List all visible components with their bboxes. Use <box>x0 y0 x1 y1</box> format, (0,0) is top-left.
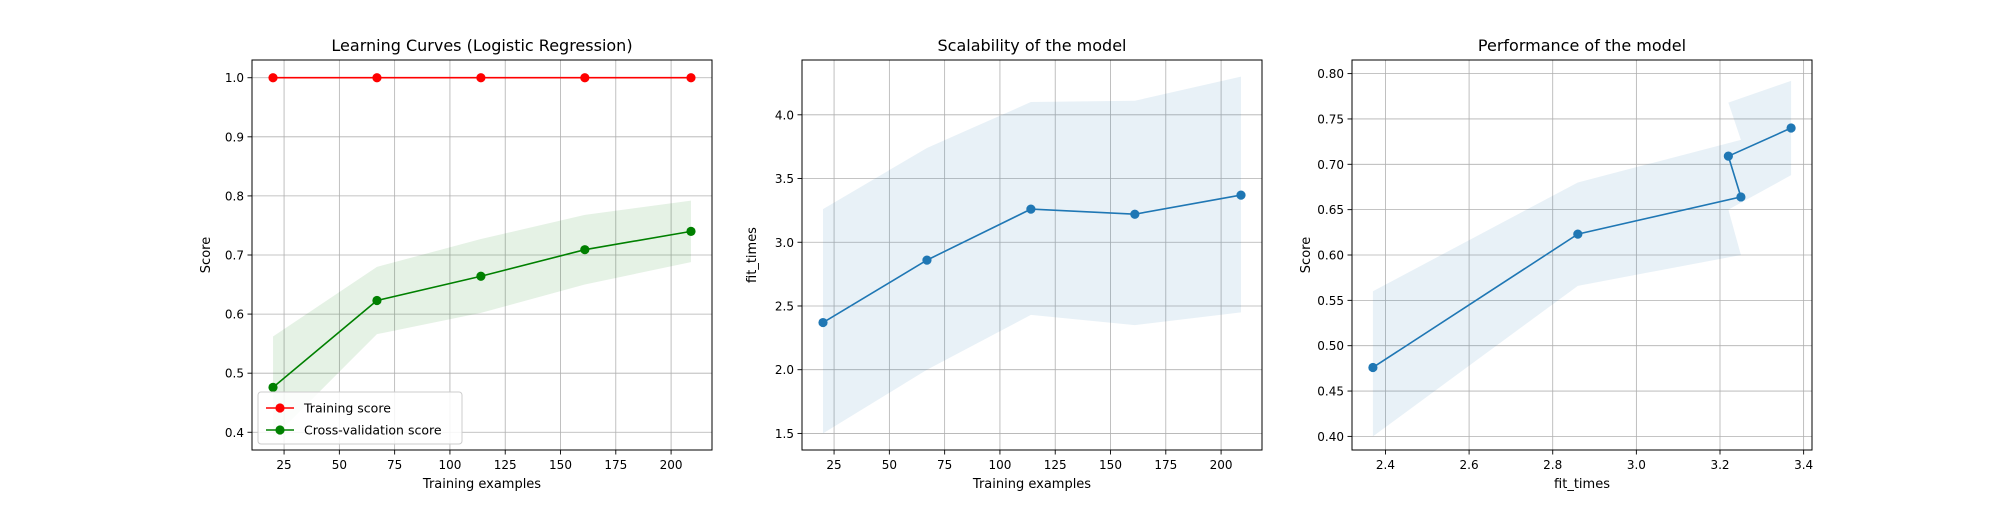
y-tick-label: 0.8 <box>225 189 244 203</box>
x-tick-label: 3.2 <box>1710 458 1729 472</box>
data-point <box>476 271 486 281</box>
data-point <box>818 317 828 328</box>
x-axis-label: Training examples <box>972 477 1091 492</box>
data-point <box>476 73 486 83</box>
confidence-band-1 <box>823 76 1241 434</box>
legend-marker <box>275 425 285 435</box>
x-tick-label: 2.4 <box>1376 458 1395 472</box>
x-tick-label: 75 <box>387 458 402 472</box>
x-tick-label: 50 <box>332 458 347 472</box>
y-tick-label: 0.6 <box>225 308 244 322</box>
y-tick-label: 0.45 <box>1317 385 1344 399</box>
data-point <box>1736 192 1746 202</box>
y-tick-label: 3.0 <box>775 236 794 250</box>
x-tick-label: 200 <box>1210 458 1233 472</box>
data-point <box>1368 362 1378 373</box>
x-tick-label: 50 <box>882 458 897 472</box>
y-tick-label: 0.50 <box>1317 339 1344 353</box>
data-point <box>580 73 590 83</box>
data-point <box>580 245 590 255</box>
x-tick-label: 75 <box>937 458 952 472</box>
y-axis-label: Score <box>199 237 214 273</box>
y-axis-label: fit_times <box>745 227 760 283</box>
chart-panel-3: 2.4 2.6 2.8 3.0 3.2 3.4 0.40 0.45 0.50 0.55 0.60 0.… <box>1299 36 1813 492</box>
confidence-band-2 <box>273 200 691 439</box>
y-axis-label: Score <box>1299 237 1314 273</box>
x-tick-label: 150 <box>1099 458 1122 472</box>
y-tick-label: 0.5 <box>225 367 244 381</box>
data-point <box>268 382 278 392</box>
x-tick-label: 2.6 <box>1460 458 1479 472</box>
data-point <box>1786 123 1796 133</box>
data-point <box>1723 151 1733 161</box>
y-tick-label: 0.65 <box>1317 203 1344 217</box>
y-tick-label: 1.0 <box>225 71 244 85</box>
y-tick-label: 0.40 <box>1317 430 1344 444</box>
y-tick-label: 0.60 <box>1317 249 1344 263</box>
x-tick-label: 125 <box>494 458 517 472</box>
legend-box <box>257 391 463 445</box>
x-tick-label: 175 <box>1154 458 1177 472</box>
data-point <box>1236 190 1246 200</box>
data-point <box>268 73 278 83</box>
x-tick-label: 100 <box>988 458 1011 472</box>
data-point <box>686 73 696 83</box>
x-tick-label: 2.8 <box>1543 458 1562 472</box>
chart-title: Learning Curves (Logistic Regression) <box>331 36 632 55</box>
data-point <box>372 295 382 306</box>
y-tick-label: 2.0 <box>775 363 794 377</box>
y-tick-label: 0.9 <box>225 130 244 144</box>
y-tick-label: 0.70 <box>1317 158 1344 172</box>
x-tick-label: 100 <box>438 458 461 472</box>
chart-title: Scalability of the model <box>938 36 1127 55</box>
x-axis-label: Training examples <box>422 477 541 492</box>
data-point <box>922 255 932 265</box>
x-tick-label: 3.0 <box>1627 458 1646 472</box>
y-tick-label: 2.5 <box>775 299 794 313</box>
x-tick-label: 125 <box>1044 458 1067 472</box>
y-tick-label: 0.4 <box>225 426 244 440</box>
legend-marker <box>275 403 285 413</box>
data-point <box>372 73 382 83</box>
axes-frame <box>801 59 1263 451</box>
data-point <box>1026 204 1036 214</box>
y-tick-label: 0.80 <box>1317 67 1344 81</box>
y-tick-label: 1.5 <box>775 427 794 441</box>
y-tick-label: 0.75 <box>1317 112 1344 126</box>
y-tick-label: 0.7 <box>225 249 244 263</box>
x-tick-label: 25 <box>826 458 841 472</box>
y-tick-label: 0.55 <box>1317 294 1344 308</box>
chart-panel-2: 25 50 75 100 125 150 175 200 1.5 2.0 2.5 3.0 3.5 4.0 S… <box>745 36 1263 492</box>
confidence-band-1 <box>1372 80 1792 437</box>
x-tick-label: 175 <box>604 458 627 472</box>
legend-label: Training score <box>303 401 391 416</box>
x-axis-label: fit_times <box>1554 477 1610 492</box>
chart-panel-1: 25 50 75 100 125 150 175 200 0.4 0.5 0.6 0.7 0.8 0.9 1… <box>199 36 713 492</box>
data-point <box>1130 209 1140 219</box>
x-tick-label: 25 <box>276 458 291 472</box>
x-tick-label: 200 <box>660 458 683 472</box>
x-tick-label: 3.4 <box>1794 458 1813 472</box>
x-tick-label: 150 <box>549 458 572 472</box>
data-point <box>1573 229 1583 239</box>
chart-title: Performance of the model <box>1478 36 1686 55</box>
y-tick-label: 4.0 <box>775 108 794 122</box>
y-tick-label: 3.5 <box>775 172 794 186</box>
legend-label: Cross-validation score <box>304 423 442 438</box>
legend: Training score Cross-validation score <box>257 391 463 445</box>
data-point <box>686 226 696 236</box>
